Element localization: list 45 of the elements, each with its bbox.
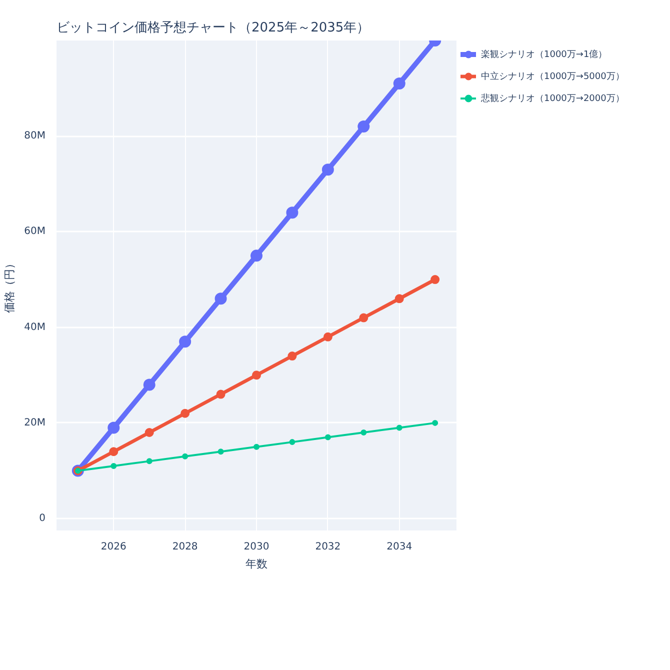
point: [289, 439, 296, 446]
point: [360, 430, 367, 436]
point: [432, 420, 438, 426]
legend-label: 悲観シナリオ（1000万→2000万）: [481, 92, 624, 104]
point: [179, 336, 192, 348]
x-tick-label: 2034: [386, 542, 412, 552]
point: [288, 352, 297, 361]
point: [252, 370, 261, 380]
point: [358, 120, 370, 133]
y-tick-label: 0: [39, 513, 46, 524]
x-tick-label: 2026: [100, 542, 126, 552]
chart-title: ビットコイン価格予想チャート（2025年～2035年）: [56, 20, 370, 36]
y-tick-label: 40M: [24, 322, 46, 333]
legend-label: 楽観シナリオ（1000万→1億）: [481, 48, 608, 60]
point: [396, 424, 402, 431]
point: [182, 453, 188, 460]
y-axis-title: 価格（円）: [3, 258, 16, 313]
point: [214, 292, 227, 305]
point: [359, 313, 368, 322]
point: [110, 462, 117, 469]
point: [180, 408, 190, 418]
y-tick-label: 20M: [24, 417, 46, 428]
point: [108, 422, 120, 434]
point: [218, 448, 224, 455]
point: [430, 275, 440, 284]
x-tick-label: 2028: [172, 542, 198, 552]
point: [286, 206, 298, 219]
x-axis-title: 年数: [246, 558, 268, 570]
point: [324, 434, 331, 440]
point: [254, 444, 260, 450]
point: [109, 447, 118, 456]
point: [322, 164, 334, 176]
point: [144, 428, 154, 437]
x-tick-label: 2030: [244, 542, 270, 552]
point: [146, 458, 152, 464]
point: [323, 332, 332, 342]
y-tick-label: 80M: [24, 130, 46, 142]
x-tick-label: 2032: [315, 542, 341, 552]
point: [393, 78, 406, 90]
point: [394, 294, 404, 304]
point: [216, 390, 226, 399]
y-tick-label: 60M: [24, 226, 46, 238]
point: [250, 250, 262, 262]
point: [143, 378, 156, 391]
legend-label: 中立シナリオ（1000万→5000万）: [481, 70, 624, 82]
